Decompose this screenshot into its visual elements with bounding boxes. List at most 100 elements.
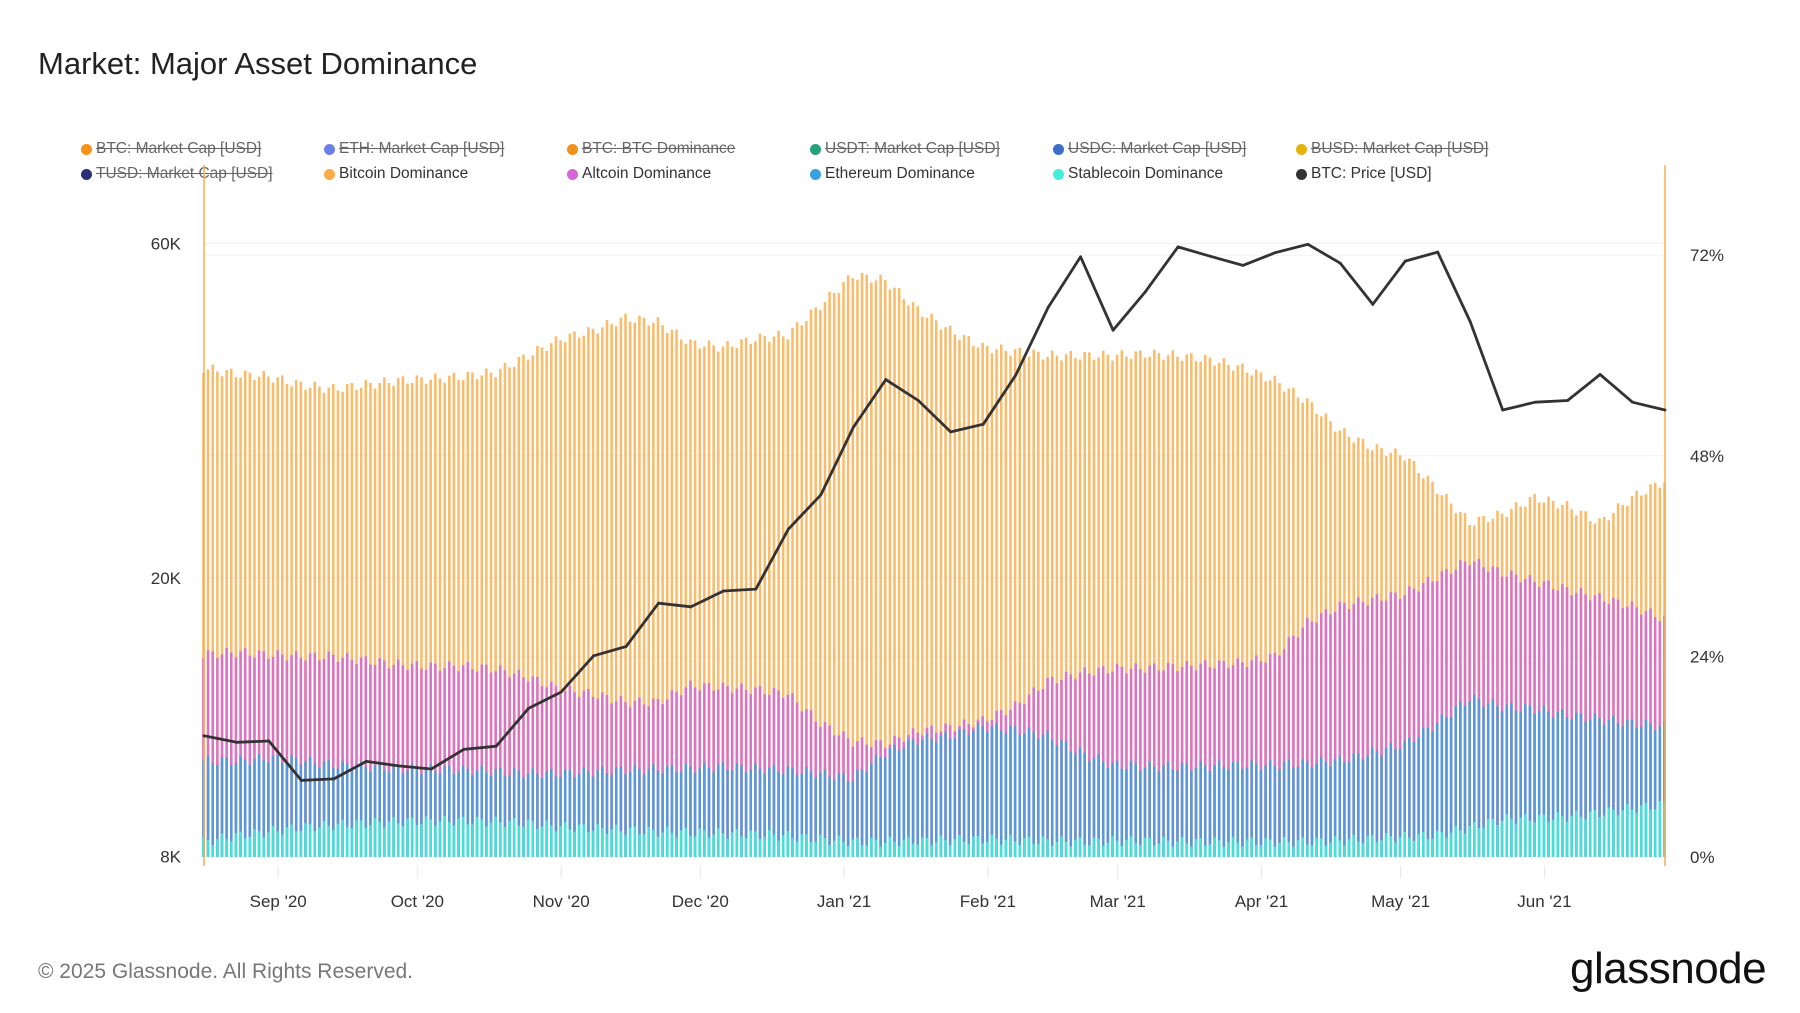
bar [1078,747,1082,857]
bar [364,656,368,857]
bar [577,337,581,857]
bar [647,769,650,857]
bar [1658,801,1662,857]
bar [396,378,400,857]
btc-price-point [202,734,206,738]
bar [754,831,757,857]
bar [916,844,919,857]
x-axis-tick-label: Apr '21 [1235,892,1288,911]
bar [1074,839,1077,857]
bar [1556,711,1560,857]
legend-item[interactable]: Bitcoin Dominance [324,165,468,183]
bar [512,366,516,857]
bar [819,310,822,857]
bar [786,766,790,857]
bar [1292,387,1295,857]
bar [1500,711,1504,857]
bar [772,834,776,857]
bar [1542,814,1546,857]
legend-item[interactable]: Ethereum Dominance [810,165,975,183]
x-axis-tick-label: Nov '20 [533,892,590,911]
btc-price-point [1371,302,1375,306]
bar [1166,761,1170,857]
btc-price-point [559,690,563,694]
bar [1129,836,1133,857]
bar [1505,704,1509,857]
bar [1213,837,1216,857]
bar [1199,838,1202,857]
bar [1431,731,1434,857]
bar [350,382,354,857]
bar [1143,357,1147,857]
bar [591,328,595,857]
bar [930,313,933,857]
bar [1579,816,1583,857]
bar [795,841,799,857]
bar [332,768,335,857]
bar [1398,599,1402,857]
bar [999,730,1003,857]
bar [1510,702,1513,857]
bar [907,739,910,857]
bar [1621,726,1624,857]
bar [1352,753,1355,857]
bar [489,672,493,857]
bar [995,723,998,857]
legend-item[interactable]: BTC: Price [USD] [1296,165,1432,183]
bar [1370,597,1374,857]
bar [837,773,841,857]
legend-item[interactable]: Stablecoin Dominance [1053,165,1223,183]
bar [271,382,275,857]
legend-dot-icon [810,168,821,180]
legend-item[interactable]: BTC: BTC Dominance [567,140,735,158]
bar [1152,845,1156,857]
bar [1268,839,1272,857]
bar [304,660,307,857]
bar [1139,845,1142,857]
bar [1357,753,1360,857]
x-axis-tick-label: Sep '20 [250,892,307,911]
bar [1491,699,1495,857]
bar [1259,661,1263,857]
bar [1032,349,1035,857]
bar [308,387,312,857]
bar [902,839,906,857]
bar [693,687,697,857]
bar [707,768,711,857]
legend-item[interactable]: Altcoin Dominance [567,165,711,183]
bar [1231,370,1235,857]
bar [262,371,266,857]
bar [740,836,743,857]
legend-label: BTC: BTC Dominance [582,140,736,157]
legend-item[interactable]: BUSD: Market Cap [USD] [1296,140,1488,158]
legend-label: BUSD: Market Cap [USD] [1311,140,1489,157]
bar [730,832,734,857]
bar [976,347,980,857]
bar [1440,571,1444,857]
legend-item[interactable]: USDC: Market Cap [USD] [1053,140,1246,158]
bar [480,765,484,857]
legend-item[interactable]: ETH: Market Cap [USD] [324,140,504,158]
btc-price-point [1209,254,1212,258]
bar [345,826,349,857]
legend-item[interactable]: BTC: Market Cap [USD] [81,140,261,158]
bar [1125,769,1128,857]
bar [1533,713,1536,857]
legend-item[interactable]: USDT: Market Cap [USD] [810,140,1000,158]
bar [670,832,674,857]
btc-price-point [332,777,336,781]
bar [1486,818,1490,857]
bar [406,770,409,857]
bar [1190,770,1193,857]
bar [373,818,377,857]
bar [1440,714,1444,857]
bar [768,830,771,857]
bar [401,772,405,857]
btc-price-point [657,601,660,605]
bar [378,658,381,857]
bar [243,370,247,857]
bar [930,845,933,857]
bar [832,292,836,857]
legend-item[interactable]: TUSD: Market Cap [USD] [81,165,273,183]
bar [1422,727,1425,857]
